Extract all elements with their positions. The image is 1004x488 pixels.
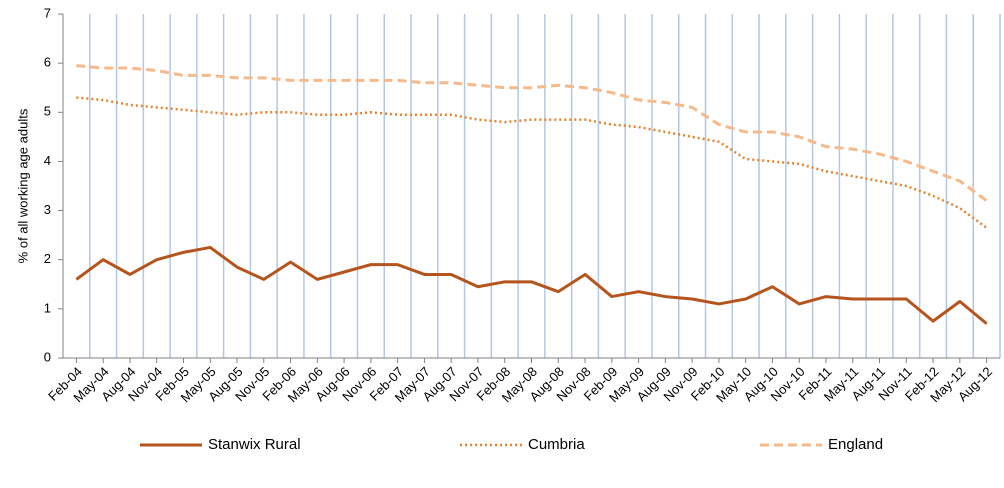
y-tick-label: 3: [44, 202, 51, 217]
series-line: [76, 96, 988, 229]
y-tick-label: 2: [44, 251, 51, 266]
y-tick-label: 6: [44, 55, 51, 70]
y-tick-label: 5: [44, 104, 51, 119]
series-line: [76, 64, 988, 202]
y-axis-label: % of all working age adults: [15, 108, 30, 263]
y-tick-label: 0: [44, 349, 51, 364]
legend-label: Stanwix Rural: [208, 436, 301, 453]
legend-label: England: [828, 436, 883, 453]
y-tick-label: 1: [44, 300, 51, 315]
legend-label: Cumbria: [528, 436, 585, 453]
series-line: [75, 245, 988, 325]
y-tick-label: 4: [44, 153, 51, 168]
y-tick-label: 7: [44, 5, 51, 20]
